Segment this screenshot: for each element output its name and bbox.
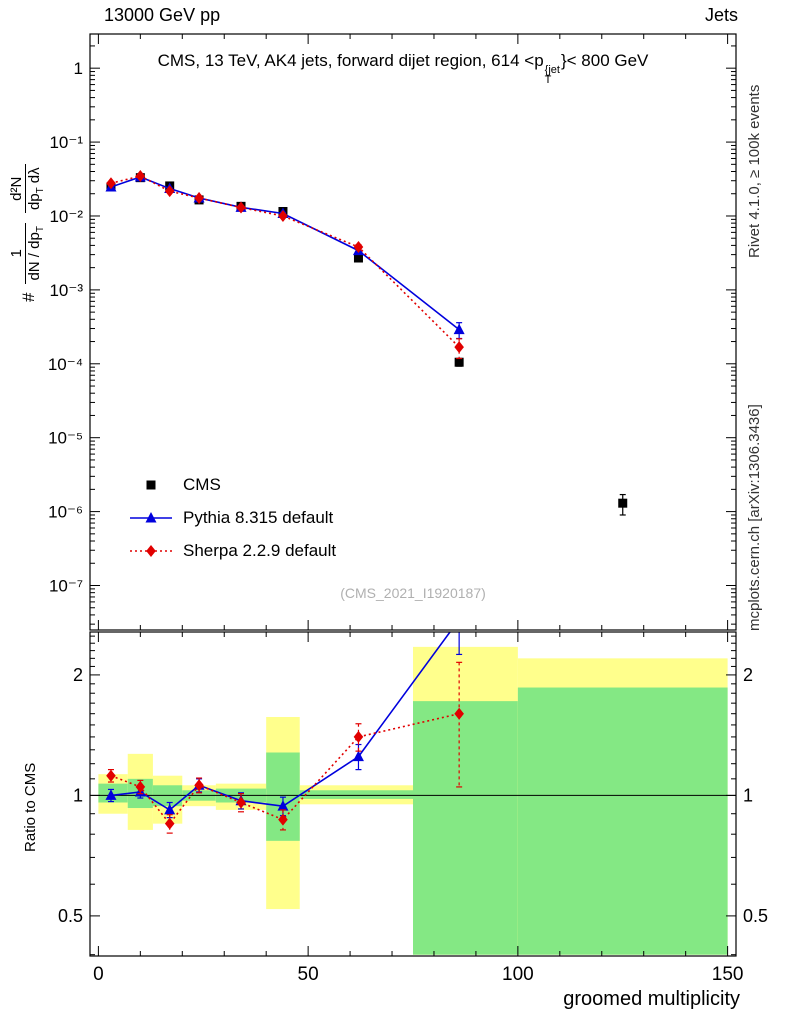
svg-text:10⁻³: 10⁻³ bbox=[49, 281, 83, 300]
legend-item-sherpa: Sherpa 2.2.9 default bbox=[128, 534, 336, 567]
mcplots-reference-note: mcplots.cern.ch [arXiv:1306.3436] bbox=[746, 404, 763, 631]
legend-label: CMS bbox=[183, 474, 221, 494]
svg-text:1: 1 bbox=[743, 785, 753, 805]
ratio-frame bbox=[89, 631, 737, 957]
svg-text:0.5: 0.5 bbox=[58, 906, 83, 926]
legend-label: Pythia 8.315 default bbox=[183, 507, 334, 527]
series-sherpa bbox=[106, 170, 464, 360]
svg-text:150: 150 bbox=[712, 964, 744, 985]
process-label: Jets bbox=[704, 5, 738, 25]
svg-text:2: 2 bbox=[73, 665, 83, 685]
legend-label: Sherpa 2.2.9 default bbox=[183, 540, 337, 560]
ylabel-frac1: 1 dN / dpT bbox=[8, 223, 49, 284]
plot-title-tail: }< 800 GeV bbox=[560, 51, 649, 70]
svg-text:10⁻¹: 10⁻¹ bbox=[49, 133, 83, 152]
legend: CMS Pythia 8.315 default Sherpa 2.2.9 defa… bbox=[128, 468, 336, 567]
pt-jet-sup: {jet bbox=[544, 64, 560, 76]
series-cms bbox=[106, 173, 628, 516]
ylabel-frac2: d²N dpTdλ bbox=[8, 164, 49, 214]
series-pythia bbox=[105, 170, 465, 340]
series-sherpa bbox=[106, 661, 464, 834]
svg-text:10⁻²: 10⁻² bbox=[49, 207, 83, 226]
beam-energy-label: 13000 GeV pp bbox=[104, 5, 221, 25]
diamond-marker-icon bbox=[130, 544, 172, 557]
svg-text:10⁻⁶: 10⁻⁶ bbox=[48, 503, 83, 522]
main-frame bbox=[89, 33, 737, 631]
svg-text:10⁻⁴: 10⁻⁴ bbox=[48, 355, 83, 374]
svg-text:50: 50 bbox=[298, 964, 319, 985]
legend-item-cms: CMS bbox=[128, 468, 336, 501]
pt-jet-superscript-stack: {jet T bbox=[544, 64, 560, 86]
svg-text:0.5: 0.5 bbox=[743, 906, 768, 926]
main-y-axis-label: # 1 dN / dpT d²N dpTdλ bbox=[8, 159, 49, 302]
plot-title-text: CMS, 13 TeV, AK4 jets, forward dijet reg… bbox=[157, 51, 544, 70]
svg-text:1: 1 bbox=[73, 785, 83, 805]
analysis-id-watermark: (CMS_2021_I1920187) bbox=[340, 585, 486, 601]
legend-item-pythia: Pythia 8.315 default bbox=[128, 501, 336, 534]
square-marker-icon bbox=[146, 480, 156, 489]
plot-title: CMS, 13 TeV, AK4 jets, forward dijet reg… bbox=[70, 51, 736, 86]
x-axis-label: groomed multiplicity bbox=[563, 988, 740, 1010]
svg-text:1: 1 bbox=[74, 59, 83, 78]
ylabel-hash: # bbox=[18, 292, 38, 302]
triangle-marker-icon bbox=[130, 511, 172, 522]
svg-text:2: 2 bbox=[743, 665, 753, 685]
ratio-uncertainty-bands bbox=[98, 646, 728, 955]
pt-jet-sub: T bbox=[544, 74, 552, 86]
svg-text:10⁻⁵: 10⁻⁵ bbox=[48, 429, 83, 448]
svg-text:0: 0 bbox=[93, 964, 104, 985]
svg-text:100: 100 bbox=[502, 964, 534, 985]
ratio-y-axis-label: Ratio to CMS bbox=[22, 762, 39, 852]
svg-text:10⁻⁷: 10⁻⁷ bbox=[49, 577, 83, 596]
rivet-version-note: Rivet 4.1.0, ≥ 100k events bbox=[746, 84, 763, 258]
